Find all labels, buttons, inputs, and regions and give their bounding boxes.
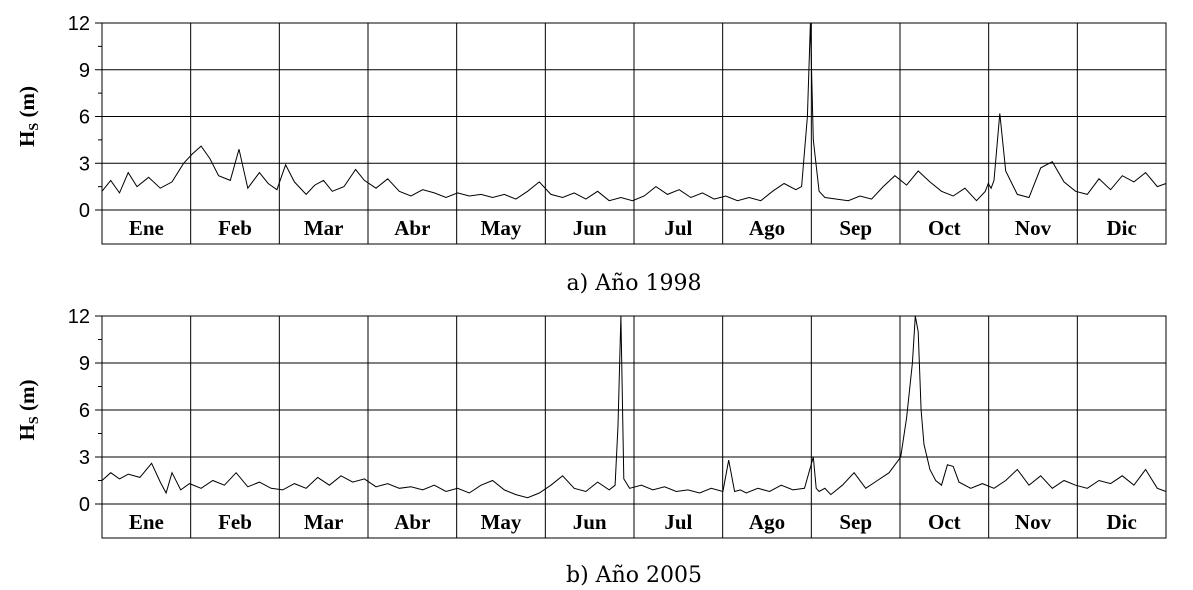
chart-2005-month-may: May <box>481 510 522 534</box>
chart-2005-month-ene: Ene <box>129 510 164 534</box>
chart-1998-month-jul: Jul <box>664 216 692 240</box>
chart-1998-month-ago: Ago <box>749 216 785 240</box>
chart-2005-month-feb: Feb <box>218 510 252 534</box>
chart-2005-ytick-label-2: 6 <box>79 400 90 422</box>
chart-2005-month-ago: Ago <box>749 510 785 534</box>
chart-2005-month-abr: Abr <box>394 510 430 534</box>
chart-2005-month-mar: Mar <box>304 510 344 534</box>
chart-2005-y-label: HS (m) <box>15 380 42 441</box>
chart-2005-month-labels: Ene Feb Mar Abr May Jun Jul Ago Sep Oct Nov Dic <box>129 510 1137 534</box>
chart-1998-frame <box>101 22 1167 245</box>
chart-1998-caption: a) Año 1998 <box>567 271 702 296</box>
chart-2005-month-jul: Jul <box>664 510 692 534</box>
chart-2005-ytick-label-1: 3 <box>79 447 90 469</box>
chart-2005-y-axis: 0 3 6 9 12 <box>68 306 102 516</box>
chart-1998-month-labels: Ene Feb Mar Abr May Jun Jul Ago Sep Oct Nov Dic <box>129 216 1137 240</box>
chart-1998-grid <box>102 23 1166 244</box>
chart-2005-ytick-label-0: 0 <box>79 494 90 516</box>
chart-2005-caption: b) Año 2005 <box>566 563 702 588</box>
chart-1998-ytick-label-2: 6 <box>79 107 90 129</box>
chart-2005-month-dic: Dic <box>1107 510 1137 534</box>
chart-2005-month-sep: Sep <box>839 510 872 534</box>
chart-1998-month-jun: Jun <box>573 216 607 240</box>
chart-2005-month-jun: Jun <box>573 510 607 534</box>
chart-1998-month-oct: Oct <box>928 216 961 240</box>
chart-1998-ytick-label-1: 3 <box>79 153 90 175</box>
chart-1998-month-nov: Nov <box>1015 216 1052 240</box>
chart-2005-ytick-label-4: 12 <box>68 306 90 328</box>
chart-1998-ytick-label-3: 9 <box>79 60 90 82</box>
chart-1998-y-label: HS (m) <box>15 86 42 147</box>
chart-2005-ytick-label-3: 9 <box>79 353 90 375</box>
chart-1998-month-may: May <box>481 216 522 240</box>
chart-1998-month-dic: Dic <box>1107 216 1137 240</box>
chart-1998-month-ene: Ene <box>129 216 164 240</box>
chart-1998-month-feb: Feb <box>218 216 252 240</box>
chart-2005-frame <box>101 315 1167 539</box>
chart-1998-y-axis: 0 3 6 9 12 <box>68 13 102 222</box>
chart-2005-grid <box>102 316 1166 538</box>
chart-2005-series-line <box>101 315 1167 499</box>
chart-1998-series-line <box>101 22 1167 202</box>
chart-1998-ytick-label-4: 12 <box>68 13 90 35</box>
chart-1998: 0 3 6 9 12 Ene Feb Mar Abr May Jun Jul Ago Sep Oct Nov… <box>15 13 1167 296</box>
chart-2005-month-oct: Oct <box>928 510 961 534</box>
chart-2005: 0 3 6 9 12 Ene Feb Mar Abr May Jun Jul Ago Sep Oct Nov… <box>15 306 1167 588</box>
chart-1998-month-mar: Mar <box>304 216 344 240</box>
chart-1998-month-abr: Abr <box>394 216 430 240</box>
chart-2005-month-nov: Nov <box>1015 510 1052 534</box>
chart-1998-ytick-label-0: 0 <box>79 200 90 222</box>
chart-1998-month-sep: Sep <box>839 216 872 240</box>
